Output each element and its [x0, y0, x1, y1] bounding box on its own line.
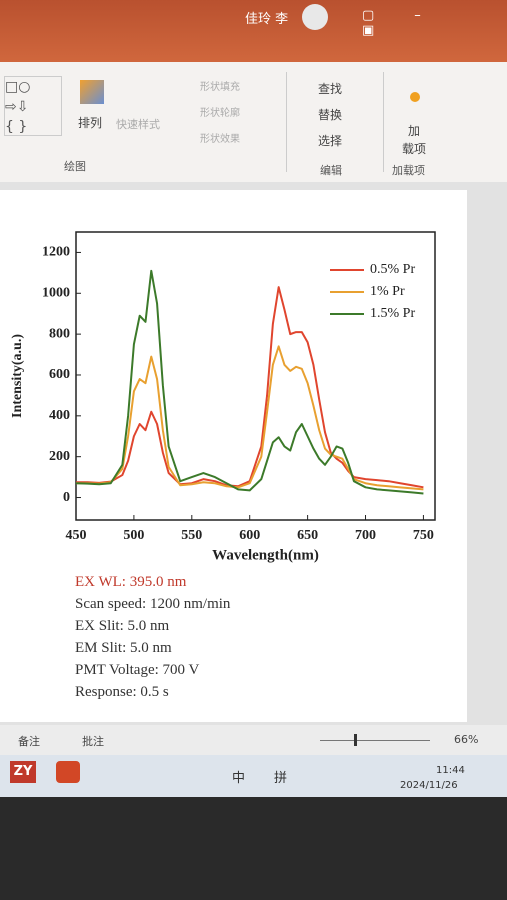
clock-time[interactable]: 11:44 [436, 765, 465, 776]
addins-group: 加载项 [392, 164, 425, 177]
note-line: PMT Voltage: 700 V [75, 662, 200, 678]
y-tick-label: 1200 [42, 245, 70, 260]
pinyin[interactable]: 拼 [274, 771, 288, 786]
addin-button[interactable]: 载项 [402, 142, 427, 156]
addin-button[interactable]: 加 [408, 124, 421, 138]
y-tick-label: 600 [49, 367, 70, 382]
series-line [75, 269, 424, 495]
x-tick-label: 450 [66, 528, 87, 543]
y-tick-label: 0 [63, 490, 70, 505]
notes: EX WL: 395.0 nm Scan speed: 1200 nm/min EX… [75, 574, 375, 714]
sep [383, 72, 384, 172]
zoom-level[interactable]: 66% [454, 733, 479, 746]
note-line: EX WL: 395.0 nm [75, 574, 187, 590]
slide: 0 200 400 600 800 1000 1200 450 500 550 600 650 700 7… [0, 190, 467, 722]
x-axis-title: Wavelength(nm) [212, 547, 319, 563]
shape-effects[interactable]: 形状效果 [200, 134, 240, 145]
y-tick-label: 400 [49, 408, 70, 423]
x-tick-label: 650 [297, 528, 318, 543]
sep [286, 72, 287, 172]
shapes-gallery[interactable]: □○ ⇨⇩{ } [4, 76, 62, 136]
editing-group: 编辑 [320, 164, 342, 177]
taskbar: ZY 中 拼 11:44 2024/11/26 [0, 755, 507, 797]
workspace: 0 200 400 600 800 1000 1200 450 500 550 600 650 700 7… [0, 182, 507, 725]
shape-outline[interactable]: 形状轮廓 [200, 108, 240, 119]
x-tick-label: 550 [181, 528, 202, 543]
status-bar: 备注 批注 66% [0, 725, 507, 755]
note-line: Response: 0.5 s [75, 684, 169, 700]
plot-frame [75, 231, 436, 521]
select[interactable]: 选择 [318, 134, 343, 148]
zoom-thumb[interactable] [354, 734, 357, 746]
series-line [76, 286, 424, 489]
y-axis-title: Intensity(a.u.) [10, 334, 25, 418]
shape-fill[interactable]: 形状填充 [200, 82, 240, 93]
legend-label: 0.5% Pr [370, 262, 415, 277]
ribbon: □○ ⇨⇩{ } 排列 快速样式 形状填充 形状轮廓 形状效果 绘图 查找 替换 … [0, 62, 507, 182]
ime[interactable]: 中 [232, 771, 246, 786]
addin-icon [410, 92, 420, 102]
quick-styles[interactable]: 快速样式 [116, 118, 160, 131]
drawing-group: 绘图 [64, 160, 86, 173]
ppt-icon[interactable] [56, 761, 80, 783]
legend-label: 1.5% Pr [370, 306, 415, 321]
note-line: EX Slit: 5.0 nm [75, 618, 170, 634]
series-line [76, 345, 424, 491]
arrange-button[interactable]: 排列 [78, 116, 103, 130]
x-tick-label: 600 [239, 528, 260, 543]
find[interactable]: 查找 [318, 82, 343, 96]
chart: 0 200 400 600 800 1000 1200 450 500 550 600 650 700 7… [10, 231, 436, 563]
x-tick-label: 750 [413, 528, 434, 543]
note-line: EM Slit: 5.0 nm [75, 640, 172, 656]
legend-label: 1% Pr [370, 284, 405, 299]
app-icon[interactable]: ZY [10, 761, 36, 783]
note-line: Scan speed: 1200 nm/min [75, 596, 231, 612]
y-tick-label: 200 [49, 449, 70, 464]
comments-button[interactable]: 批注 [82, 735, 104, 748]
x-tick-label: 700 [355, 528, 376, 543]
y-tick-label: 1000 [42, 285, 70, 300]
title-bar: 佳玲 李 ▢–▣ [0, 0, 507, 62]
x-tick-label: 500 [123, 528, 144, 543]
clock-date[interactable]: 2024/11/26 [400, 780, 458, 791]
zoom-slider[interactable] [320, 740, 430, 741]
y-tick-label: 800 [49, 326, 70, 341]
avatar[interactable] [302, 4, 328, 30]
user-name[interactable]: 佳玲 李 [245, 12, 289, 27]
notes-button[interactable]: 备注 [18, 735, 40, 748]
replace[interactable]: 替换 [318, 108, 343, 122]
window-buttons[interactable]: ▢–▣ [362, 8, 461, 38]
arrange-icon [80, 80, 104, 104]
